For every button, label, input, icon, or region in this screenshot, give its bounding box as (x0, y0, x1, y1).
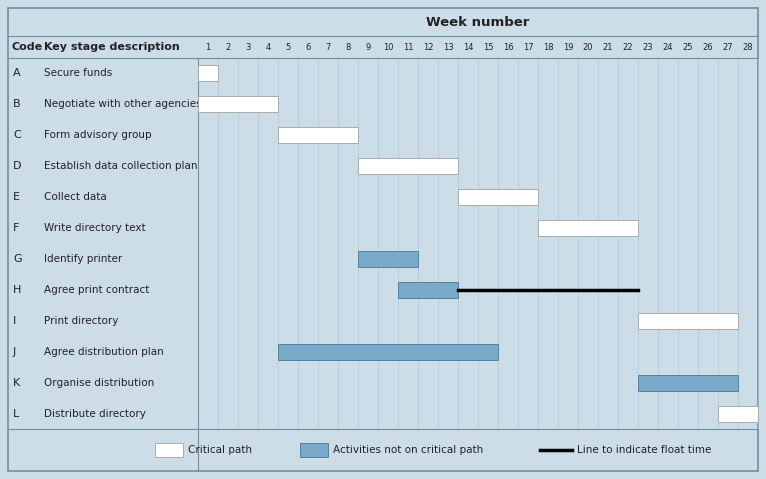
Bar (458, 189, 538, 205)
Bar (638, 313, 738, 329)
Text: Activities not on critical path: Activities not on critical path (333, 445, 483, 455)
Text: Collect data: Collect data (44, 192, 106, 202)
Text: D: D (13, 161, 21, 171)
Bar (300, 443, 328, 457)
Text: E: E (13, 192, 20, 202)
Text: G: G (13, 254, 21, 264)
Text: Establish data collection plan: Establish data collection plan (44, 161, 198, 171)
Text: 14: 14 (463, 43, 473, 52)
Text: Critical path: Critical path (188, 445, 252, 455)
Bar (358, 251, 418, 267)
Text: 20: 20 (583, 43, 593, 52)
Text: L: L (13, 409, 19, 419)
Text: 21: 21 (603, 43, 614, 52)
Text: 16: 16 (502, 43, 513, 52)
Text: J: J (13, 347, 16, 357)
Text: A: A (13, 68, 21, 79)
Text: B: B (13, 99, 21, 109)
Text: 4: 4 (265, 43, 270, 52)
Text: 25: 25 (683, 43, 693, 52)
Text: Line to indicate float time: Line to indicate float time (577, 445, 712, 455)
Text: 5: 5 (286, 43, 290, 52)
Text: 18: 18 (542, 43, 553, 52)
Bar (278, 343, 498, 360)
Bar (718, 406, 758, 422)
Bar (278, 127, 358, 143)
Text: C: C (13, 130, 21, 140)
Text: Key stage description: Key stage description (44, 42, 180, 52)
Text: Negotiate with other agencies: Negotiate with other agencies (44, 99, 201, 109)
Text: 22: 22 (623, 43, 633, 52)
Text: Form advisory group: Form advisory group (44, 130, 152, 140)
Text: Organise distribution: Organise distribution (44, 377, 154, 388)
Text: 9: 9 (365, 43, 371, 52)
Bar (155, 443, 183, 457)
Text: K: K (13, 377, 20, 388)
Text: 8: 8 (345, 43, 351, 52)
Text: Week number: Week number (427, 15, 529, 28)
Text: Distribute directory: Distribute directory (44, 409, 146, 419)
Text: I: I (13, 316, 16, 326)
Text: Write directory text: Write directory text (44, 223, 146, 233)
Text: 15: 15 (483, 43, 493, 52)
Text: 6: 6 (306, 43, 311, 52)
Bar (538, 220, 638, 236)
Text: 23: 23 (643, 43, 653, 52)
Text: 1: 1 (205, 43, 211, 52)
Text: Identify printer: Identify printer (44, 254, 123, 264)
Bar (638, 375, 738, 391)
Text: 17: 17 (522, 43, 533, 52)
Text: 2: 2 (225, 43, 231, 52)
Bar (198, 96, 278, 113)
Text: Print directory: Print directory (44, 316, 119, 326)
Text: Agree print contract: Agree print contract (44, 285, 149, 295)
Text: 13: 13 (443, 43, 453, 52)
Text: 12: 12 (423, 43, 434, 52)
Text: 7: 7 (326, 43, 331, 52)
Text: 26: 26 (702, 43, 713, 52)
Text: 3: 3 (245, 43, 250, 52)
Text: 10: 10 (383, 43, 393, 52)
Text: 24: 24 (663, 43, 673, 52)
Text: Agree distribution plan: Agree distribution plan (44, 347, 164, 357)
Bar (358, 158, 458, 174)
Text: 28: 28 (743, 43, 753, 52)
Text: Code: Code (12, 42, 43, 52)
Bar (398, 282, 458, 298)
Text: 27: 27 (722, 43, 733, 52)
Text: F: F (13, 223, 19, 233)
Text: Secure funds: Secure funds (44, 68, 113, 79)
Text: 19: 19 (563, 43, 573, 52)
Text: H: H (13, 285, 21, 295)
Bar (198, 66, 218, 81)
Text: 11: 11 (403, 43, 413, 52)
